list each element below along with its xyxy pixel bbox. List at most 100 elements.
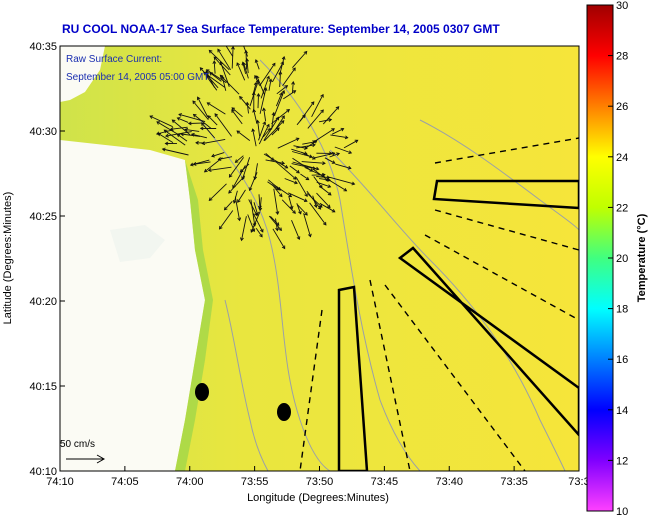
current-vector-head: [250, 229, 254, 233]
current-vector: [265, 159, 285, 164]
current-vector: [292, 161, 319, 170]
x-tick-label: 73:35: [500, 476, 528, 488]
current-vector: [185, 128, 200, 132]
colorbar-tick-label: 18: [616, 304, 628, 316]
current-vector-head: [156, 121, 160, 125]
current-vector: [256, 75, 266, 96]
current-vector: [231, 107, 243, 118]
current-vector: [273, 184, 292, 197]
current-vector: [329, 152, 340, 158]
current-vector-head: [344, 135, 349, 140]
current-vector-head: [248, 187, 253, 192]
current-vector-head: [234, 159, 239, 163]
current-vector: [246, 58, 249, 74]
current-vector-head: [275, 127, 280, 132]
current-vector: [235, 155, 244, 163]
current-vector-head: [217, 48, 221, 53]
current-vector: [170, 126, 188, 130]
current-vector-head: [214, 113, 219, 117]
current-vector-head: [231, 109, 235, 113]
current-vector-head: [322, 161, 326, 166]
current-vector: [229, 157, 244, 178]
current-vector-head: [211, 153, 215, 158]
current-vector-head: [284, 85, 289, 89]
current-vector-head: [201, 141, 206, 146]
current-vector-head: [348, 150, 353, 155]
current-vector-head: [328, 117, 333, 122]
current-vector: [250, 211, 261, 233]
current-vector-head: [208, 49, 213, 54]
scale-label: 50 cm/s: [60, 439, 95, 450]
current-vector-head: [294, 180, 298, 185]
current-vector-head: [245, 101, 250, 106]
current-vector: [302, 141, 316, 145]
current-vector: [255, 227, 263, 238]
current-vector: [240, 163, 250, 173]
x-tick-label: 74:10: [46, 476, 74, 488]
current-vector-head: [351, 181, 356, 186]
current-vector: [283, 90, 296, 100]
current-vector: [217, 49, 231, 71]
colorbar-tick-label: 22: [616, 202, 628, 214]
current-vector: [296, 144, 316, 149]
current-vector: [311, 94, 324, 118]
current-vector: [259, 63, 276, 87]
current-vector: [207, 115, 218, 126]
chart-title: RU COOL NOAA-17 Sea Surface Temperature:…: [62, 22, 500, 36]
current-vector-head: [307, 233, 312, 238]
current-vector-head: [201, 122, 205, 126]
plot-area: [60, 46, 579, 471]
current-vector: [253, 109, 258, 124]
colorbar-tick-label: 16: [616, 354, 628, 366]
current-vector-head: [212, 60, 217, 65]
current-vector: [343, 139, 358, 149]
current-vector-head: [203, 168, 208, 173]
current-vector-head: [336, 152, 341, 156]
current-vector: [203, 72, 226, 88]
current-vector: [239, 96, 251, 110]
current-vector: [254, 75, 260, 86]
current-vector-head: [326, 204, 331, 209]
current-vector-head: [189, 162, 194, 167]
current-vector: [213, 61, 216, 74]
colorbar-tick-label: 30: [616, 0, 628, 12]
current-vector-head: [217, 157, 222, 161]
current-vector: [257, 93, 259, 109]
current-vector-head: [281, 115, 285, 120]
current-vector-head: [281, 56, 286, 60]
current-vector: [205, 75, 218, 91]
current-vector-head: [270, 157, 275, 161]
y-tick-label: 40:30: [29, 126, 57, 138]
current-vector-head: [272, 62, 276, 67]
current-vector-head: [304, 193, 308, 197]
current-vector-head: [263, 87, 268, 92]
current-vector: [201, 122, 216, 139]
current-vector: [307, 193, 323, 208]
current-vector: [162, 148, 189, 156]
current-vector: [241, 216, 247, 241]
current-vector-head: [251, 228, 256, 233]
current-vector: [300, 173, 309, 180]
current-vector-head: [178, 113, 183, 117]
current-vector: [236, 62, 246, 81]
current-vector-head: [241, 176, 245, 181]
current-vector: [262, 128, 271, 138]
current-vector-head: [267, 127, 271, 132]
bathymetry-contours: [199, 59, 579, 471]
current-vector-head: [327, 191, 332, 196]
current-vector-head: [275, 222, 280, 226]
current-vector: [309, 202, 327, 226]
current-vector: [193, 114, 212, 129]
current-vector-head: [187, 121, 192, 126]
current-vector: [237, 189, 246, 203]
y-tick-label: 40:35: [29, 41, 57, 53]
x-tick-label: 73:50: [306, 476, 334, 488]
current-vectors: [149, 46, 359, 250]
colorbar-tick-label: 26: [616, 101, 628, 113]
current-vector-head: [176, 117, 181, 121]
current-vector: [324, 157, 336, 164]
current-vector: [319, 202, 336, 213]
current-vector-head: [239, 168, 244, 173]
current-vector-head: [309, 168, 314, 172]
current-vector-head: [199, 126, 204, 131]
